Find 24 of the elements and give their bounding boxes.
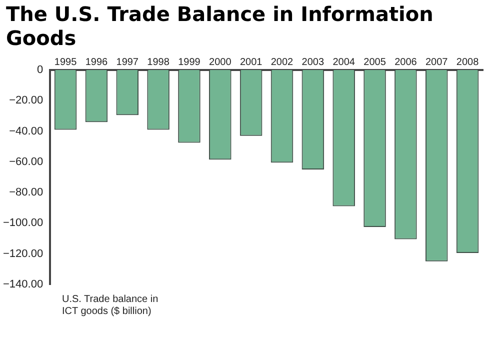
x-tick-label: 1996 bbox=[85, 56, 108, 68]
x-tick-label: 2007 bbox=[425, 56, 448, 68]
y-tick-label: −40.00 bbox=[9, 125, 44, 138]
x-tick-label: 2002 bbox=[270, 56, 294, 68]
y-tick-label: −20.00 bbox=[9, 94, 44, 107]
x-tick-label: 2005 bbox=[364, 56, 386, 68]
x-tick-label: 1995 bbox=[54, 56, 78, 68]
y-tick-label: −140.00 bbox=[2, 278, 44, 290]
x-tick-label: 2006 bbox=[394, 56, 418, 68]
y-tick-label: −100.00 bbox=[2, 217, 44, 230]
y-tick-label: 0 bbox=[36, 64, 44, 76]
x-tick-label: 1998 bbox=[147, 56, 170, 68]
chart-title: The U.S. Trade Balance in Information Goods bbox=[5, 1, 434, 50]
x-tick-label: 2001 bbox=[240, 56, 263, 68]
x-tick-label: 2008 bbox=[456, 56, 480, 68]
y-tick-label: −60.00 bbox=[9, 156, 44, 168]
x-tick-label: 2004 bbox=[332, 56, 356, 68]
text: U.S. Trade balance in ICT goods ($ billion) bbox=[62, 294, 160, 318]
x-tick-label: 2003 bbox=[302, 56, 324, 68]
x-tick-label: 1999 bbox=[178, 56, 201, 68]
y-tick-label: −120.00 bbox=[2, 248, 44, 260]
x-tick-label: 1997 bbox=[116, 56, 139, 68]
y-tick-label: −80.00 bbox=[9, 186, 44, 199]
x-tick-label: 2000 bbox=[209, 56, 232, 68]
